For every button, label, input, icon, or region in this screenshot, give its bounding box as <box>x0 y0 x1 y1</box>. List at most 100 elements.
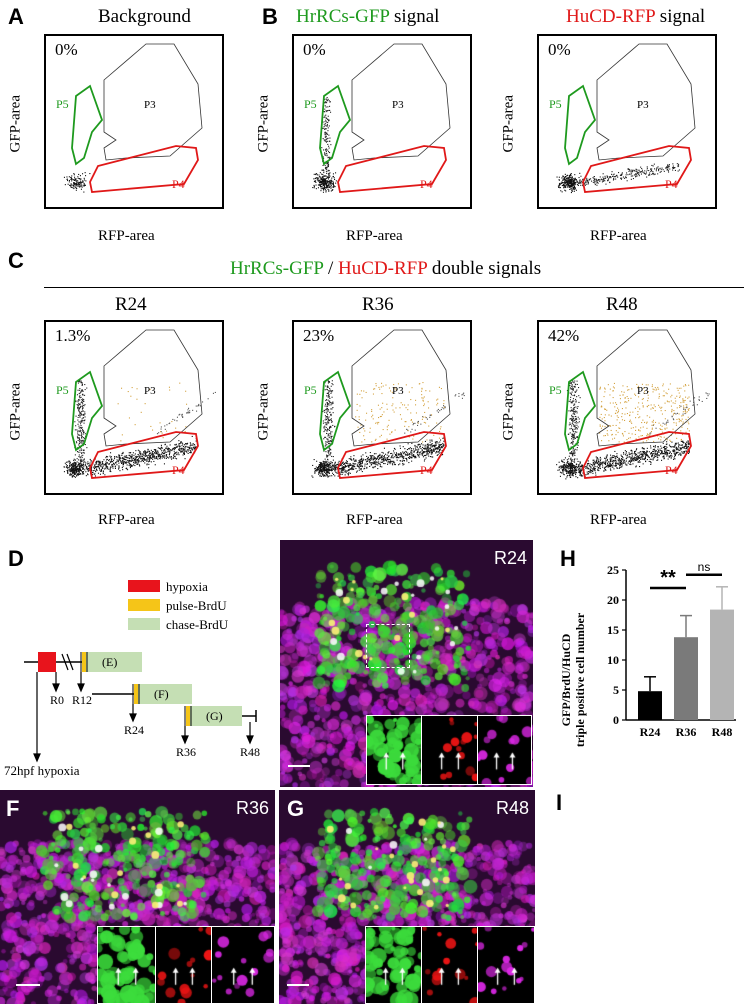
event-dots <box>556 163 680 194</box>
y-axis-title: GFP/BrdU/HuCD <box>559 633 573 726</box>
y-axis-label: GFP-area <box>7 383 24 441</box>
rfp-label: HuCD-RFP <box>566 6 656 27</box>
gate-label-p3: P3 <box>637 99 649 111</box>
gate-label-p3: P3 <box>637 385 649 397</box>
bar-r24 <box>638 691 662 720</box>
scale-bar <box>287 984 309 986</box>
panel-letter-g: G <box>287 796 305 821</box>
gate-label-p3: P3 <box>392 99 404 111</box>
y-tick-label: 0 <box>613 713 619 727</box>
gate-label-p4: P4 <box>420 463 433 477</box>
gate-p4 <box>337 145 447 193</box>
gate-label-p5: P5 <box>304 383 317 397</box>
divider <box>44 287 744 288</box>
plot-percent: 0% <box>303 40 326 59</box>
experiment-timeline: hypoxia pulse-BrdU chase-BrdU (E) (F) <box>24 579 229 704</box>
x-axis-label: RFP-area <box>98 512 155 528</box>
x-axis-label: RFP-area <box>98 228 155 244</box>
inset-gfp <box>366 715 423 785</box>
inset-hucd <box>477 926 535 1004</box>
signal-suffix: signal <box>655 6 706 27</box>
pulse-mark <box>186 706 190 726</box>
x-axis-label: RFP-area <box>346 228 403 244</box>
y-axis-label: GFP-area <box>255 95 272 153</box>
signal-suffix: signal <box>389 6 440 27</box>
gate-p3 <box>596 329 696 447</box>
timepoint-arrows <box>33 672 254 763</box>
timepoint: R24 <box>124 723 144 737</box>
gate-label-p3: P3 <box>144 99 156 111</box>
experiment-timeline-lower: (G) R0 R12 R24 R36 R48 72hpf hypoxia <box>4 672 260 778</box>
gate-p3 <box>351 43 451 161</box>
micrograph-tag: R48 <box>495 798 529 818</box>
bar-r48 <box>710 609 734 720</box>
gate-p3 <box>103 43 203 161</box>
legend-label: hypoxia <box>166 579 208 594</box>
flow-plot-gates: P3 P4 P5 <box>304 43 451 193</box>
segment-label: (G) <box>206 709 223 723</box>
gate-p5 <box>319 370 352 452</box>
event-dots <box>63 172 91 193</box>
inset-brdu <box>421 715 479 785</box>
y-axis-title: triple positive cell number <box>573 612 587 747</box>
panel-letter-f: F <box>6 796 20 821</box>
chase-segment-g <box>186 706 242 726</box>
plot-percent: 1.3% <box>55 326 91 345</box>
gfp-label: HrRCs-GFP <box>230 258 324 279</box>
gate-label-p5: P5 <box>56 383 69 397</box>
gate-label-p3: P3 <box>392 385 404 397</box>
flow-plot-gates: P3 P4 P5 <box>304 329 465 479</box>
panel-letter-i: I <box>556 790 563 815</box>
y-axis-label: GFP-area <box>500 95 517 153</box>
legend-swatch-pulse <box>128 599 160 611</box>
segment-label: (F) <box>154 687 169 701</box>
gate-p3 <box>596 43 696 161</box>
y-axis-label: GFP-area <box>255 383 272 441</box>
panel-letter-b: B <box>262 4 278 29</box>
gate-label-p4: P4 <box>665 177 678 191</box>
timepoint-label: R24 <box>115 294 147 315</box>
y-tick-label: 5 <box>613 683 619 697</box>
gate-p4 <box>582 431 692 479</box>
chase-segment-e <box>82 652 142 672</box>
flow-plot-background: P3 P4 P5 0% <box>44 34 224 209</box>
micrograph-r24: R24 <box>280 540 533 787</box>
x-axis-label: RFP-area <box>346 512 403 528</box>
panel-c-title: HrRCs-GFP / HuCD-RFP double signals <box>230 258 541 280</box>
title-suffix: double signals <box>427 258 542 279</box>
gate-label-p3: P3 <box>144 385 156 397</box>
y-tick-label: 15 <box>607 623 619 637</box>
event-dots <box>556 380 710 480</box>
gate-label-p4: P4 <box>172 177 185 191</box>
plot-percent: 42% <box>548 326 580 345</box>
panel-letter-d: D <box>8 546 24 571</box>
legend-label: pulse-BrdU <box>166 598 227 613</box>
inset-hucd <box>477 715 532 785</box>
micrograph-r48: G R48 <box>279 790 535 1004</box>
gate-p5 <box>564 84 597 166</box>
timepoint: R0 <box>50 693 64 707</box>
scale-bar <box>288 765 310 767</box>
y-axis-label: GFP-area <box>7 95 24 153</box>
timepoint-label: R36 <box>362 294 394 315</box>
flow-plot-r36: P3 P4 P5 23% <box>292 320 472 495</box>
gate-label-p4: P4 <box>665 463 678 477</box>
gate-p4 <box>582 145 692 193</box>
x-tick-label: R24 <box>640 725 661 739</box>
panel-b-title-left: HrRCs-GFP signal <box>296 6 439 28</box>
segment-label: (E) <box>102 655 117 669</box>
panel-letter-a: A <box>8 4 24 29</box>
chase-segment-f <box>134 684 192 704</box>
event-dots <box>312 97 337 193</box>
start-label: 72hpf hypoxia <box>4 763 80 778</box>
micrograph-tag: R24 <box>493 548 527 568</box>
timepoint: R12 <box>72 693 92 707</box>
zoom-box <box>366 624 410 668</box>
micrograph-r36: F R36 <box>0 790 275 1004</box>
timepoint-label: R48 <box>606 294 638 315</box>
flow-plot-gates: P3 P4 P5 <box>56 329 216 479</box>
y-axis-label: GFP-area <box>500 383 517 441</box>
gate-p5 <box>71 84 104 166</box>
micrograph-tag: R36 <box>235 798 269 818</box>
gate-p3 <box>103 329 203 447</box>
